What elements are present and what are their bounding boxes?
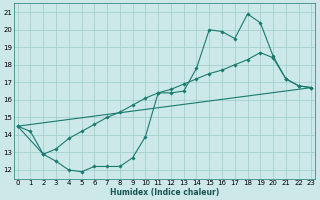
X-axis label: Humidex (Indice chaleur): Humidex (Indice chaleur) [110,188,219,197]
